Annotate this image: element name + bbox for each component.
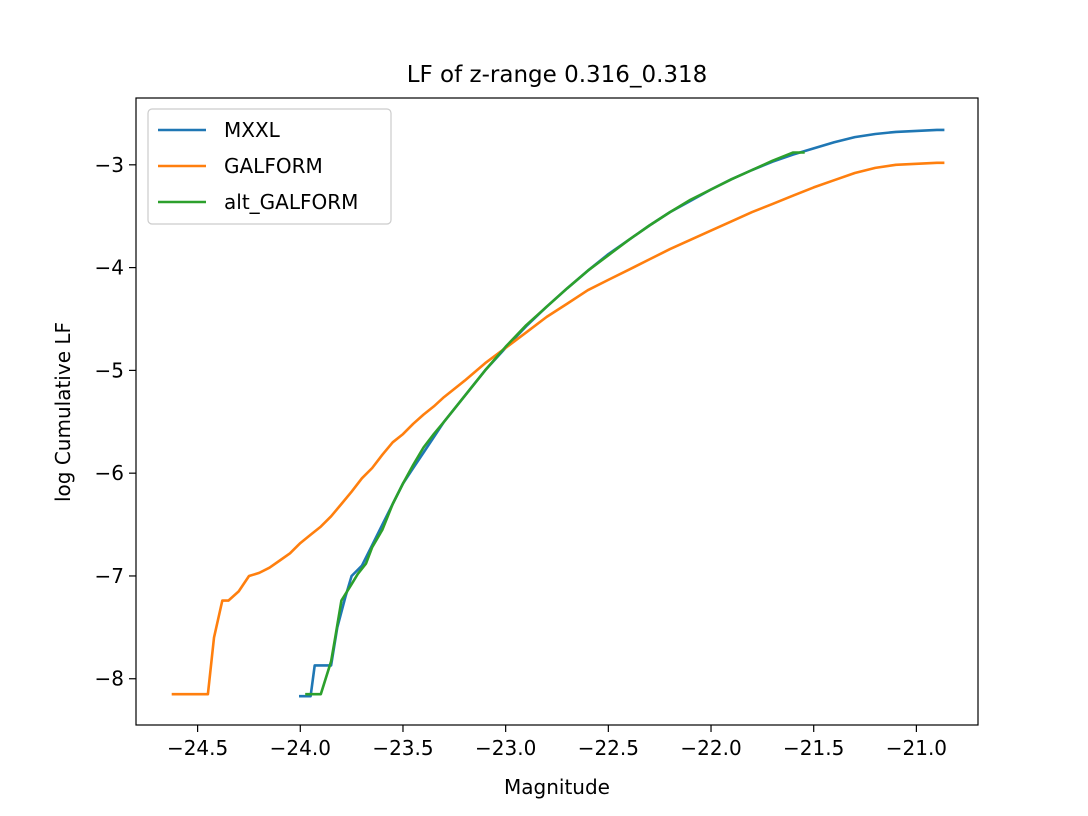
y-tick-label: −4	[95, 256, 124, 280]
y-tick-label: −7	[95, 564, 124, 588]
x-axis-label: Magnitude	[504, 775, 610, 799]
legend-box	[147, 108, 392, 225]
y-axis-ticks: −8 −7 −6 −5 −4 −3	[95, 153, 136, 691]
series-line-alt-galform	[305, 151, 805, 696]
y-tick-label: −3	[95, 153, 124, 177]
x-tick-label: −21.0	[886, 736, 947, 760]
x-tick-label: −23.5	[372, 736, 433, 760]
y-tick-label: −6	[95, 461, 124, 485]
y-tick-label: −5	[95, 358, 124, 382]
x-tick-label: −24.0	[270, 736, 331, 760]
legend-label: alt_GALFORM	[224, 190, 358, 214]
plot-area-frame	[135, 97, 979, 726]
chart-title: LF of z-range 0.316_0.318	[407, 62, 708, 88]
y-axis-label: log Cumulative LF	[51, 322, 75, 502]
x-tick-label: −23.0	[475, 736, 536, 760]
x-tick-label: −21.5	[783, 736, 844, 760]
legend-label: GALFORM	[224, 154, 323, 178]
x-tick-label: −22.5	[578, 736, 639, 760]
legend-label: MXXL	[224, 118, 281, 142]
series-line-galform	[171, 161, 945, 696]
x-tick-label: −24.5	[167, 736, 228, 760]
x-tick-label: −22.0	[680, 736, 741, 760]
legend: MXXL GALFORM alt_GALFORM	[147, 108, 392, 225]
series-lines	[171, 128, 945, 698]
x-axis-ticks: −24.5 −24.0 −23.5 −23.0 −22.5 −22.0 −21.5 −21.0	[167, 725, 947, 760]
y-tick-label: −8	[95, 667, 124, 691]
